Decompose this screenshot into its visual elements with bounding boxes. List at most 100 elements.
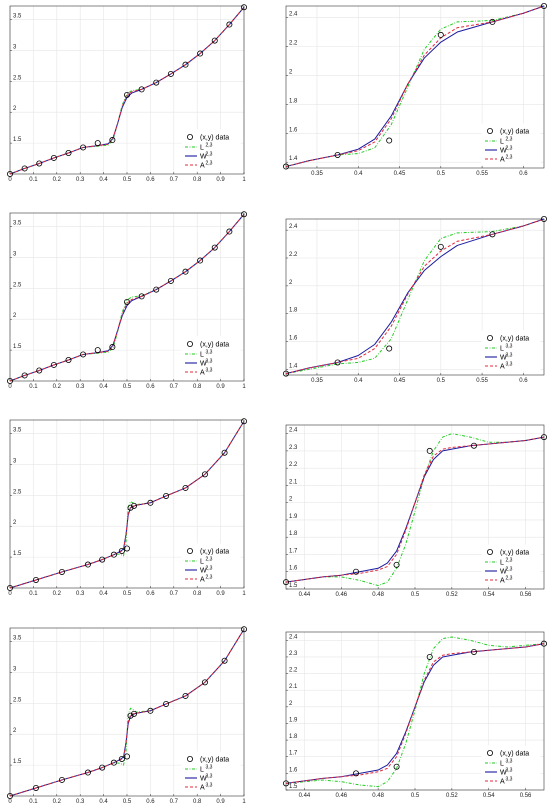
legend-sup-A: 2,3	[506, 576, 513, 582]
chart-panel-row3-right: 0.44 0.46 0.48 0.5 0.52 0.54 0.56 1.5 1.6 1.7 1.8 1…	[282, 424, 548, 598]
data-point-marker	[182, 268, 189, 275]
legend-marker-data	[486, 127, 493, 134]
x-tick-label: 0.3	[76, 799, 85, 805]
data-point-marker	[80, 351, 87, 358]
legend-box	[181, 336, 241, 378]
x-tick-label: 0.6	[146, 177, 155, 183]
y-tick-label: 3.5	[13, 636, 22, 642]
data-point-marker	[109, 137, 116, 144]
data-point-marker	[65, 149, 72, 156]
data-point-marker	[386, 137, 393, 144]
data-point-marker	[58, 776, 65, 783]
data-point-marker	[353, 568, 360, 575]
data-point-marker	[147, 707, 154, 714]
legend-sup-W: 2,3	[506, 567, 513, 573]
y-tick-label: 1.4	[289, 363, 298, 369]
x-tick-label: 0.6	[146, 384, 155, 390]
legend-label-L: L	[200, 352, 204, 359]
y-tick-label: 2.4	[289, 428, 298, 434]
x-tick-label: 0.7	[170, 384, 179, 390]
y-tick-label: 1.8	[289, 98, 298, 104]
y-tick-label: 2.4	[289, 12, 298, 18]
data-point-marker	[127, 504, 134, 511]
x-tick-label: 0.5	[437, 171, 446, 177]
x-tick-label: 0.8	[193, 384, 202, 390]
data-point-marker	[99, 556, 106, 563]
y-tick-label: 2	[13, 313, 17, 319]
x-tick-label: 0.6	[519, 171, 528, 177]
series-line-L	[285, 433, 545, 587]
legend-label-L: L	[200, 145, 204, 152]
data-point-marker	[167, 70, 174, 77]
data-point-marker	[99, 764, 106, 771]
data-point-marker	[437, 243, 444, 250]
legend-sup-W: 2,3	[506, 146, 513, 152]
x-tick-label: 0.8	[193, 799, 202, 805]
x-tick-label: 0.2	[53, 384, 62, 390]
x-tick-label: 1	[242, 384, 246, 390]
data-point-marker	[110, 759, 117, 766]
data-point-marker	[197, 257, 204, 264]
chart-panel-row1-left: 0 0.1 0.2 0.3 0.4 0.5 0.6 0.7 0.8 0.9 1 1.5 2 2.5 3 3.5…	[7, 4, 247, 183]
data-point-marker	[240, 4, 247, 11]
x-tick-label: 0.9	[216, 177, 225, 183]
data-point-marker	[393, 561, 400, 568]
x-tick-label: 0.5	[123, 384, 132, 390]
data-point-marker	[353, 770, 360, 777]
x-tick-label: 0	[8, 799, 12, 805]
data-point-marker	[7, 585, 13, 592]
legend-label-L: L	[500, 139, 504, 146]
chart-panel-row2-left: 0 0.1 0.2 0.3 0.4 0.5 0.6 0.7 0.8 0.9 1 1.5 2 2.5 3 3.5…	[7, 211, 247, 390]
legend-label-W: W	[200, 154, 207, 161]
y-tick-label: 2.5	[13, 489, 22, 495]
legend-sup-A: 3,3	[506, 777, 513, 783]
x-tick-label: 0.54	[483, 793, 495, 799]
data-point-marker	[541, 3, 548, 9]
x-tick-label: 0.2	[53, 591, 62, 597]
series-line-A	[285, 643, 545, 784]
data-point-marker	[240, 418, 247, 425]
legend-sup-W: 2,3	[206, 152, 213, 158]
x-tick-label: 0.9	[216, 591, 225, 597]
legend-box	[181, 751, 241, 793]
legend-label-L: L	[500, 560, 504, 567]
data-point-marker	[163, 492, 170, 499]
x-tick-label: 0.5	[411, 592, 420, 598]
data-point-marker	[470, 648, 477, 655]
y-tick-label: 2.2	[289, 41, 298, 47]
data-point-marker	[163, 700, 170, 707]
legend-label-W: W	[200, 776, 207, 783]
legend-box	[181, 543, 241, 585]
legend-marker-data	[186, 548, 193, 555]
data-point-marker	[32, 576, 39, 583]
legend-marker-data	[186, 133, 193, 140]
data-point-marker	[124, 753, 131, 760]
data-point-marker	[80, 144, 87, 151]
data-point-marker	[541, 434, 548, 441]
legend-label-A: A	[500, 157, 505, 164]
data-point-marker	[118, 755, 125, 762]
y-tick-label: 1.5	[13, 344, 22, 350]
data-point-marker	[94, 140, 101, 147]
y-tick-label: 3	[13, 251, 17, 257]
data-point-marker	[124, 298, 131, 305]
data-point-marker	[211, 37, 218, 44]
y-tick-label: 2.5	[13, 697, 22, 703]
legend-sup-W: 3,3	[206, 359, 213, 365]
data-point-marker	[226, 21, 233, 28]
series-line-L	[285, 5, 545, 168]
legend-sup-A: 3,3	[206, 783, 213, 789]
data-point-marker	[32, 784, 39, 791]
y-tick-label: 3	[13, 666, 17, 672]
x-tick-label: 0.7	[170, 177, 179, 183]
x-tick-label: 0.9	[216, 384, 225, 390]
x-tick-label: 0.56	[520, 592, 532, 598]
data-point-marker	[58, 568, 65, 575]
x-tick-label: 0.5	[411, 793, 420, 799]
legend-sup-L: 3,3	[206, 350, 213, 356]
data-point-marker	[167, 277, 174, 284]
legend-sup-W: 3,3	[506, 768, 513, 774]
